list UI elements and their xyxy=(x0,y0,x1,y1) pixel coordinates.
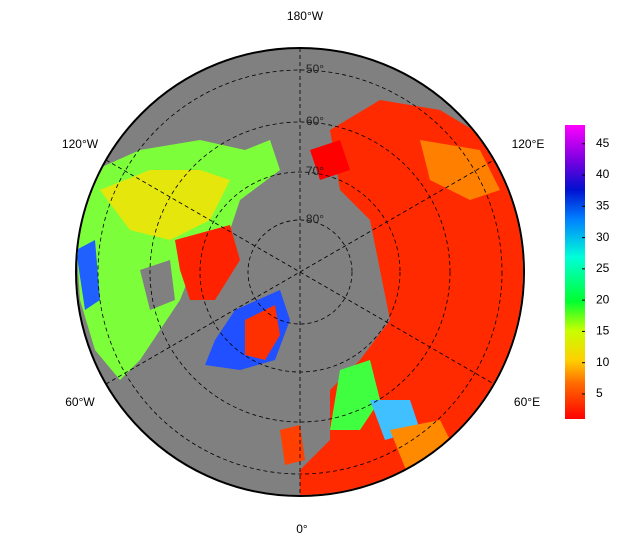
longitude-label: 180°W xyxy=(287,9,324,23)
longitude-label: 60°W xyxy=(65,395,95,409)
colorbar-tick-label: 30 xyxy=(596,230,610,244)
longitude-label: 120°W xyxy=(62,137,99,151)
region xyxy=(175,225,240,300)
british-isles xyxy=(280,425,305,465)
colorbar-tick-label: 45 xyxy=(596,136,610,150)
region xyxy=(310,140,350,180)
scandinavia xyxy=(330,360,380,430)
colorbar-tick-label: 35 xyxy=(596,198,610,212)
land-data xyxy=(77,100,523,495)
graticule xyxy=(97,48,503,496)
latitude-label: 50° xyxy=(306,62,324,76)
longitude-label: 120°E xyxy=(512,137,545,151)
region xyxy=(420,140,500,200)
longitude-label: 0° xyxy=(296,522,308,536)
colorbar-tick-label: 25 xyxy=(596,261,610,275)
latitude-label: 60° xyxy=(306,114,324,128)
latitude-label: 80° xyxy=(306,212,324,226)
colorbar xyxy=(565,125,585,419)
region xyxy=(77,240,100,310)
longitude-label: 60°E xyxy=(514,395,540,409)
colorbar-tick-label: 5 xyxy=(596,386,603,400)
colorbar-tick-label: 20 xyxy=(596,292,610,306)
colorbar-tick-label: 10 xyxy=(596,355,610,369)
greenland-core xyxy=(245,305,280,360)
latitude-label: 70° xyxy=(306,164,324,178)
hudson-bay xyxy=(140,260,175,310)
colorbar-tick-label: 40 xyxy=(596,167,610,181)
colorbar-tick-label: 15 xyxy=(596,324,610,338)
region xyxy=(100,170,230,240)
